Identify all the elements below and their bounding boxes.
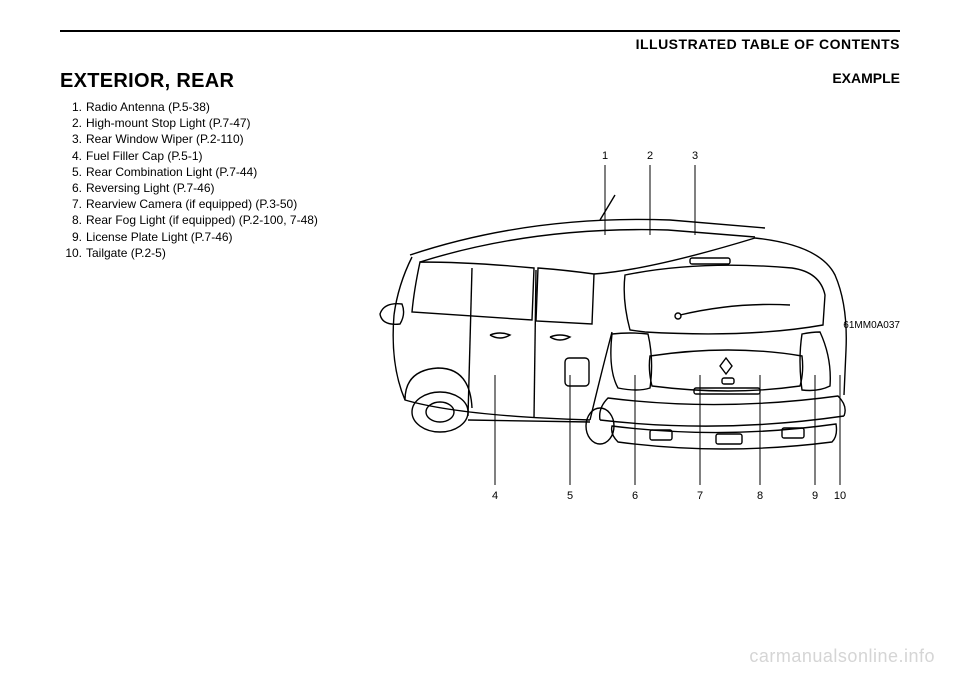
svg-text:4: 4 [492,490,498,502]
part-label: Reversing Light (P.7-46) [86,180,215,196]
part-label: Rear Fog Light (if equipped) (P.2-100, 7… [86,212,318,228]
example-label: EXAMPLE [832,70,900,86]
part-number: 3. [60,131,82,147]
parts-list-item: 7.Rearview Camera (if equipped) (P.3-50) [60,196,340,212]
svg-text:5: 5 [567,490,573,502]
parts-list-item: 2.High-mount Stop Light (P.7-47) [60,115,340,131]
svg-text:8: 8 [757,490,763,502]
parts-list-item: 4.Fuel Filler Cap (P.5-1) [60,148,340,164]
parts-list: 1.Radio Antenna (P.5-38)2.High-mount Sto… [60,99,340,261]
right-column: EXAMPLE [340,70,900,261]
part-label: Tailgate (P.2-5) [86,245,166,261]
parts-list-item: 6.Reversing Light (P.7-46) [60,180,340,196]
part-label: Rear Combination Light (P.7-44) [86,164,257,180]
parts-list-item: 10.Tailgate (P.2-5) [60,245,340,261]
part-label: Radio Antenna (P.5-38) [86,99,210,115]
parts-list-item: 1.Radio Antenna (P.5-38) [60,99,340,115]
part-number: 2. [60,115,82,131]
svg-text:1: 1 [602,150,608,162]
part-label: Rear Window Wiper (P.2-110) [86,131,244,147]
vehicle-diagram: 1 2 3 4 5 6 7 8 9 10 [350,120,870,520]
part-label: License Plate Light (P.7-46) [86,229,233,245]
svg-text:6: 6 [632,490,638,502]
part-number: 1. [60,99,82,115]
part-number: 10. [60,245,82,261]
header-rule [60,30,900,32]
part-label: Rearview Camera (if equipped) (P.3-50) [86,196,297,212]
part-number: 9. [60,229,82,245]
parts-list-item: 8.Rear Fog Light (if equipped) (P.2-100,… [60,212,340,228]
part-number: 4. [60,148,82,164]
parts-list-item: 5.Rear Combination Light (P.7-44) [60,164,340,180]
svg-text:9: 9 [812,490,818,502]
svg-text:7: 7 [697,490,703,502]
part-number: 7. [60,196,82,212]
section-header: ILLUSTRATED TABLE OF CONTENTS [60,36,900,52]
page-title: EXTERIOR, REAR [60,70,340,93]
manual-page: ILLUSTRATED TABLE OF CONTENTS EXTERIOR, … [60,30,900,630]
svg-text:3: 3 [692,150,698,162]
content-row: EXTERIOR, REAR 1.Radio Antenna (P.5-38)2… [60,70,900,261]
left-column: EXTERIOR, REAR 1.Radio Antenna (P.5-38)2… [60,70,340,261]
svg-text:10: 10 [834,490,846,502]
part-label: Fuel Filler Cap (P.5-1) [86,148,202,164]
parts-list-item: 3.Rear Window Wiper (P.2-110) [60,131,340,147]
parts-list-item: 9.License Plate Light (P.7-46) [60,229,340,245]
watermark-text: carmanualsonline.info [749,646,935,667]
svg-text:2: 2 [647,150,653,162]
part-number: 5. [60,164,82,180]
part-label: High-mount Stop Light (P.7-47) [86,115,251,131]
part-number: 6. [60,180,82,196]
document-code: 61MM0A037 [843,320,900,331]
part-number: 8. [60,212,82,228]
